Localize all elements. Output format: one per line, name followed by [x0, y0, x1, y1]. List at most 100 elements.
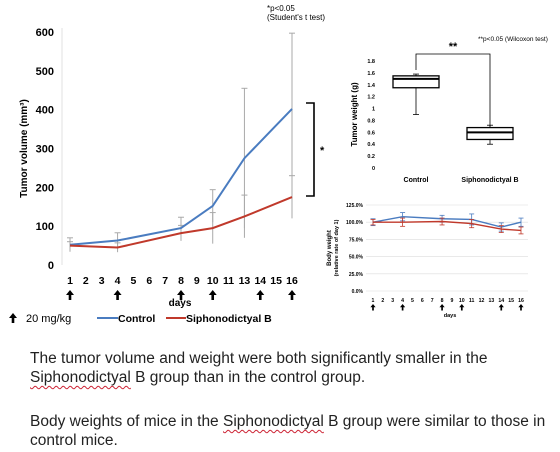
caption-paragraph-1: The tumor volume and weight were both si…	[30, 349, 550, 387]
body-x-tick-label: 2	[381, 298, 384, 304]
weight-y-tick-label: 1.6	[367, 71, 375, 77]
body-x-tick-label: 1	[372, 298, 375, 304]
weight-y-tick-label: 0.4	[367, 142, 376, 148]
dose-arrow-icon	[208, 290, 217, 300]
volume-y-tick-label: 600	[36, 27, 54, 39]
caption-text: B group were similar to those in control…	[30, 413, 546, 449]
volume-x-tick-label: 16	[286, 275, 298, 287]
body-x-tick-label: 4	[401, 298, 404, 304]
body-dose-arrow-icon	[459, 304, 465, 311]
volume-x-tick-label: 15	[270, 275, 282, 287]
body-series-control-line	[372, 215, 522, 228]
weight-y-tick-label: 1	[372, 107, 375, 113]
volume-x-tick-label: 7	[162, 275, 168, 287]
weight-y-tick-label: 0.8	[367, 118, 375, 124]
body-x-tick-label: 11	[469, 298, 475, 304]
body-y-tick-label: 50.0%	[349, 255, 364, 261]
body-x-tick-label: 3	[391, 298, 394, 304]
volume-x-tick-label: 8	[178, 275, 184, 287]
weight-significance-note: **p<0.05 (Wilcoxon test)	[478, 36, 548, 43]
weight-y-tick-label: 1.2	[367, 95, 375, 101]
weight-y-tick-label: 1.8	[367, 59, 375, 65]
body-x-tick-label: 10	[459, 298, 465, 304]
volume-series-siphonodictyal-line	[69, 196, 293, 249]
volume-significance-mark: *	[320, 145, 325, 157]
volume-significance-bracket	[306, 102, 315, 197]
volume-x-tick-label: 3	[99, 275, 105, 287]
body-x-tick-label: 9	[450, 298, 453, 304]
caption-text: B group than in the control group.	[130, 369, 366, 386]
legend-control-label: Control	[118, 313, 155, 325]
body-y-tick-label: 100.0%	[346, 220, 364, 226]
weight-significance-bracket	[415, 53, 491, 128]
dose-arrow-icon	[113, 290, 122, 300]
body-y-tick-label: 0.0%	[352, 289, 364, 295]
caption-compound-name: Siphonodictyal	[223, 413, 324, 430]
weight-category-label: Siphonodictyal B	[461, 177, 518, 184]
body-dose-arrow-icon	[498, 304, 504, 311]
volume-y-tick-label: 200	[36, 182, 54, 194]
weight-y-tick-label: 0.2	[367, 154, 375, 160]
weight-box	[392, 75, 440, 89]
volume-y-tick-label: 400	[36, 105, 54, 117]
volume-x-tick-label: 9	[194, 275, 200, 287]
body-x-tick-label: 6	[421, 298, 424, 304]
weight-significance-mark: **	[449, 41, 458, 53]
volume-x-tick-label: 4	[115, 275, 121, 287]
volume-x-tick-label: 14	[254, 275, 266, 287]
volume-x-tick-label: 13	[239, 275, 251, 287]
body-y-tick-label: 125.0%	[346, 203, 364, 209]
volume-x-tick-label: 6	[146, 275, 152, 287]
body-dose-arrow-icon	[518, 304, 524, 311]
body-y-axis-label: Body weight	[327, 230, 333, 266]
body-x-tick-label: 7	[431, 298, 434, 304]
body-x-tick-label: 8	[441, 298, 444, 304]
body-series-siphonodictyal-line	[373, 220, 522, 232]
body-x-tick-label: 14	[498, 298, 504, 304]
volume-y-tick-label: 500	[36, 66, 54, 78]
body-dose-arrow-icon	[370, 304, 376, 311]
weight-y-tick-label: 1.4	[367, 83, 376, 89]
body-x-tick-label: 16	[518, 298, 524, 304]
caption-paragraph-2: Body weights of mice in the Siphonodicty…	[30, 412, 550, 450]
dose-legend-label: 20 mg/kg	[26, 313, 71, 325]
dose-arrow-icon	[256, 290, 265, 300]
volume-x-tick-label: 10	[207, 275, 219, 287]
weight-box	[466, 126, 514, 141]
weight-category-label: Control	[404, 177, 429, 184]
volume-y-tick-label: 100	[36, 221, 54, 233]
volume-x-tick-label: 1	[67, 275, 73, 287]
body-x-tick-label: 12	[479, 298, 485, 304]
body-y-axis-sublabel: (relative rate of day 1)	[334, 219, 340, 276]
caption-compound-name: Siphonodictyal	[30, 369, 131, 386]
legend-siphonodictyal-label: Siphonodictyal B	[186, 313, 272, 325]
volume-x-tick-label: 2	[83, 275, 89, 287]
weight-y-tick-label: 0	[372, 166, 375, 172]
dose-arrow-icon	[177, 290, 185, 300]
volume-significance-test: (Student's t test)	[267, 13, 325, 22]
weight-y-tick-label: 0.6	[367, 130, 375, 136]
body-x-tick-label: 13	[489, 298, 495, 304]
volume-x-tick-label: 5	[131, 275, 137, 287]
dose-arrow-icon	[288, 290, 296, 300]
volume-y-tick-label: 0	[48, 260, 54, 272]
caption-text: Body weights of mice in the	[30, 413, 223, 430]
body-x-tick-label: 5	[411, 298, 414, 304]
body-dose-arrow-icon	[400, 304, 406, 311]
volume-significance-note: *p<0.05	[267, 4, 295, 13]
body-y-tick-label: 25.0%	[349, 272, 364, 278]
body-y-tick-label: 75.0%	[349, 237, 364, 243]
body-dose-arrow-icon	[439, 304, 445, 311]
dose-legend-arrow-icon	[9, 313, 17, 323]
volume-series-control-line	[69, 108, 293, 246]
weight-y-axis-label: Tumor weight (g)	[350, 82, 359, 147]
body-x-tick-label: 15	[508, 298, 514, 304]
caption-text: The tumor volume and weight were both si…	[30, 350, 488, 367]
volume-y-axis-label: Tumor volume (mm³)	[19, 99, 30, 198]
volume-y-tick-label: 300	[36, 144, 54, 156]
volume-x-axis-label: days	[169, 298, 192, 309]
volume-x-tick-label: 11	[223, 275, 234, 287]
dose-arrow-icon	[66, 290, 74, 300]
body-x-axis-label: days	[444, 313, 457, 319]
